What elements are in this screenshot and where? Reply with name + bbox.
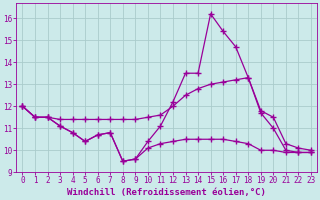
X-axis label: Windchill (Refroidissement éolien,°C): Windchill (Refroidissement éolien,°C) bbox=[67, 188, 266, 197]
